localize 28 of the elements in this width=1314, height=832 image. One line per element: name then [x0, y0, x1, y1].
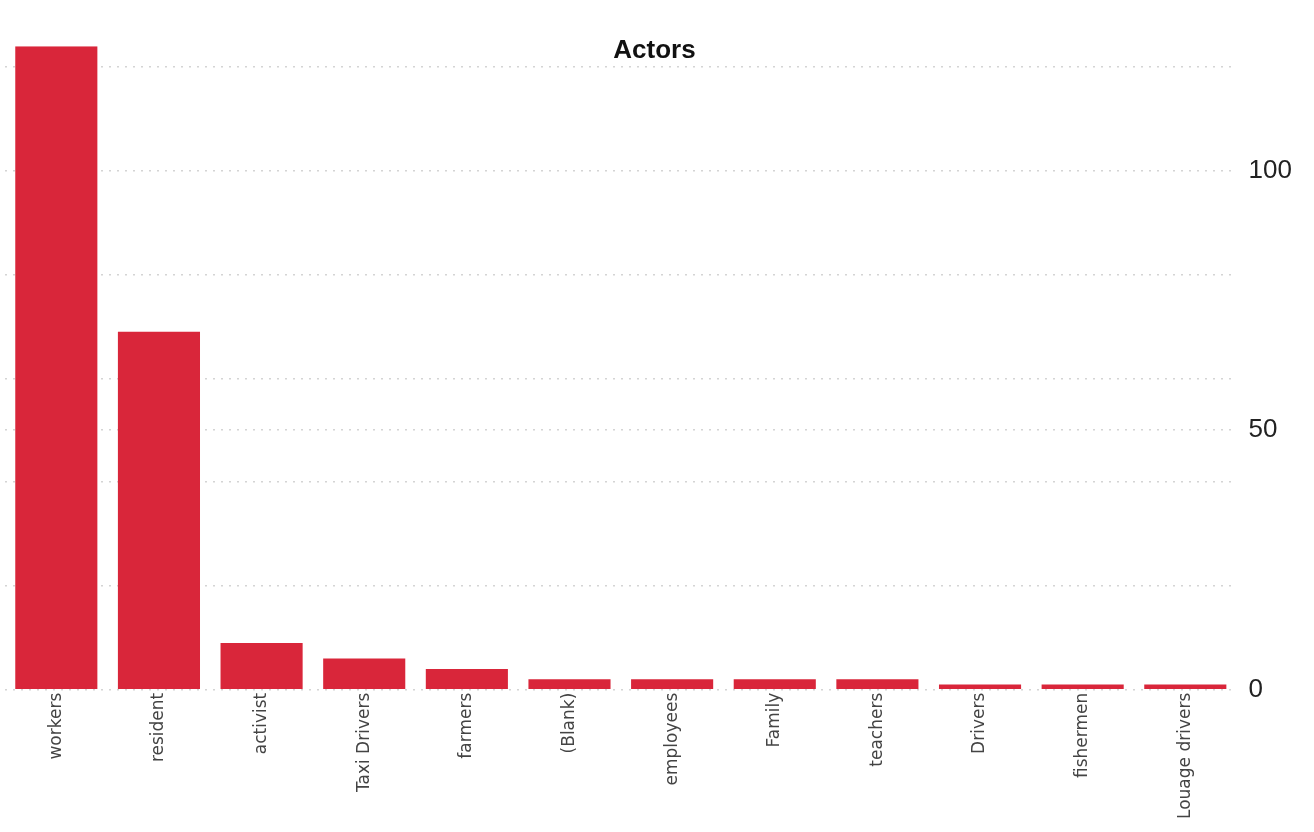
chart-title: Actors	[613, 33, 696, 64]
x-tick-label: fishermen	[1071, 692, 1092, 779]
bar	[323, 658, 406, 689]
bar	[117, 331, 201, 689]
x-tick-label: activist	[250, 692, 271, 755]
bar	[425, 668, 508, 689]
bar	[631, 679, 714, 689]
bar	[528, 679, 611, 689]
x-tick-label: resident	[147, 692, 168, 763]
bar	[938, 684, 1022, 689]
bar	[733, 679, 816, 689]
bar	[1041, 684, 1124, 689]
x-tick-label: teachers	[865, 692, 886, 767]
x-tick-label: Taxi Drivers	[352, 692, 373, 794]
x-tick-label: Drivers	[968, 692, 989, 754]
x-tick-label: Family	[763, 692, 784, 748]
bar	[220, 643, 303, 689]
bar	[15, 46, 98, 689]
x-tick-label: workers	[44, 692, 65, 760]
y-tick-label: 0	[1248, 672, 1264, 703]
bar	[1144, 684, 1227, 689]
x-tick-label: Louage drivers	[1173, 692, 1194, 820]
x-tick-label: farmers	[455, 692, 476, 759]
y-tick-label: 100	[1248, 153, 1293, 184]
y-tick-label: 50	[1248, 413, 1278, 444]
x-tick-label: employees	[660, 692, 681, 786]
x-tick-label: (Blank)	[557, 692, 578, 754]
bar	[836, 679, 919, 689]
